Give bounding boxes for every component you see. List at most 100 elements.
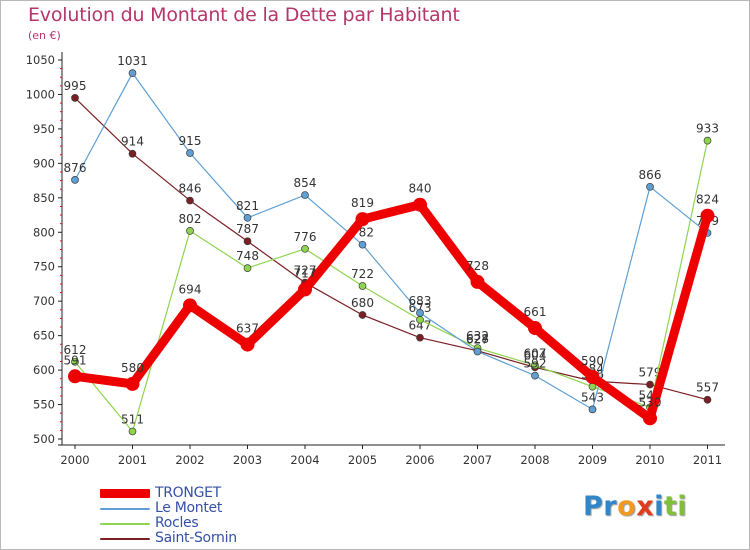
legend-label-saint-sornin: Saint-Sornin (155, 530, 237, 546)
data-label-tronget: 728 (466, 259, 489, 273)
data-label-le-montet: 821 (236, 199, 259, 213)
series-line-le-montet (74, 72, 709, 410)
data-label-saint-sornin: 604 (524, 348, 547, 362)
x-tick-label: 2001 (118, 453, 147, 467)
series-point-saint-sornin (703, 395, 712, 404)
series-point-le-montet (416, 309, 424, 317)
data-label-le-montet: 876 (64, 161, 87, 175)
data-label-tronget: 530 (639, 395, 662, 409)
data-label-le-montet: 854 (294, 176, 317, 190)
data-label-saint-sornin: 628 (466, 332, 489, 346)
legend-label-le-montet: Le Montet (155, 500, 223, 516)
legend-label-tronget: TRONGET (155, 485, 221, 501)
y-tick-label: 700 (33, 294, 55, 308)
y-tick-label: 1000 (26, 87, 55, 101)
series-point-saint-sornin (186, 196, 194, 205)
series-line-rocles (74, 140, 709, 433)
y-tick-label: 500 (33, 432, 55, 446)
series-point-saint-sornin (416, 333, 424, 342)
series-point-rocles (71, 357, 79, 366)
series-point-tronget (355, 212, 370, 227)
legend-label-rocles: Rocles (155, 515, 199, 531)
chart-title: Evolution du Montant de la Dette par Hab… (28, 4, 460, 26)
series-point-rocles (703, 136, 712, 145)
series-point-rocles (531, 361, 539, 370)
x-tick-label: 2005 (348, 453, 377, 467)
series-point-tronget (528, 321, 542, 336)
series-point-saint-sornin (243, 237, 252, 246)
legend-swatch-le-montet (100, 508, 150, 510)
y-tick-label: 800 (33, 225, 55, 239)
data-label-le-montet: 627 (466, 332, 489, 346)
series-point-le-montet (358, 240, 367, 249)
series-point-rocles (358, 282, 367, 290)
y-tick-label: 950 (33, 122, 55, 136)
data-label-tronget: 840 (409, 182, 432, 196)
series-point-le-montet (473, 347, 482, 356)
series-point-le-montet (128, 69, 137, 77)
x-tick-label: 2011 (693, 453, 722, 467)
data-label-rocles: 511 (121, 412, 144, 426)
logo-letter: i (677, 491, 688, 522)
y-tick-label: 650 (33, 329, 55, 343)
data-label-rocles: 933 (696, 122, 719, 136)
data-label-le-montet: 866 (639, 168, 662, 182)
data-label-rocles: 776 (294, 230, 317, 244)
series-point-le-montet (301, 191, 309, 199)
data-label-rocles: 607 (524, 346, 547, 360)
series-point-saint-sornin (646, 380, 654, 389)
logo-letter: P (583, 491, 604, 522)
data-label-saint-sornin: 557 (696, 381, 719, 395)
data-label-tronget: 637 (236, 322, 259, 336)
data-label-rocles: 632 (466, 329, 489, 343)
series-point-tronget (585, 369, 600, 384)
series-point-le-montet (243, 213, 252, 222)
series-point-tronget (68, 369, 82, 384)
data-label-tronget: 824 (696, 193, 719, 207)
series-point-tronget (240, 337, 255, 352)
series-point-tronget (413, 197, 427, 212)
series-point-le-montet (588, 405, 597, 414)
x-tick-label: 2008 (520, 453, 549, 467)
series-point-rocles (416, 315, 424, 324)
data-label-rocles: 722 (351, 267, 374, 281)
logo-letter: i (654, 491, 664, 522)
data-label-tronget: 694 (179, 282, 202, 296)
x-tick-label: 2000 (60, 453, 89, 467)
data-label-tronget: 591 (64, 353, 87, 367)
data-label-le-montet: 915 (179, 134, 202, 148)
data-label-rocles: 612 (64, 343, 87, 357)
data-label-rocles: 748 (236, 249, 259, 263)
legend-swatch-saint-sornin (100, 538, 150, 540)
y-tick-label: 600 (33, 363, 55, 377)
data-label-saint-sornin: 787 (236, 222, 259, 236)
unit-label: (en €) (28, 29, 61, 42)
data-label-saint-sornin: 680 (351, 296, 374, 310)
series-point-rocles (186, 227, 194, 235)
legend-swatch-tronget (100, 489, 150, 498)
data-label-saint-sornin: 579 (639, 366, 662, 380)
proxiti-logo: Proxiti (583, 491, 687, 522)
series-point-tronget (470, 274, 485, 289)
series-point-tronget (700, 208, 715, 223)
logo-letter: t (663, 491, 678, 522)
data-label-tronget: 580 (121, 361, 144, 375)
series-point-le-montet (646, 182, 654, 191)
series-point-tronget (125, 376, 140, 391)
y-tick-label: 850 (33, 191, 55, 205)
x-tick-label: 2010 (635, 453, 664, 467)
logo-letter: o (617, 491, 637, 522)
data-label-saint-sornin: 846 (179, 182, 202, 196)
series-line-tronget (70, 200, 712, 423)
data-label-le-montet: 1031 (117, 54, 148, 68)
legend-swatch-rocles (100, 523, 150, 525)
series-point-le-montet (531, 371, 539, 380)
data-label-le-montet: 543 (581, 390, 604, 404)
series-point-tronget (183, 298, 197, 313)
logo-letter: x (636, 491, 655, 522)
data-label-saint-sornin: 914 (121, 135, 144, 149)
series-point-tronget (643, 411, 657, 426)
series-point-rocles (301, 244, 309, 253)
